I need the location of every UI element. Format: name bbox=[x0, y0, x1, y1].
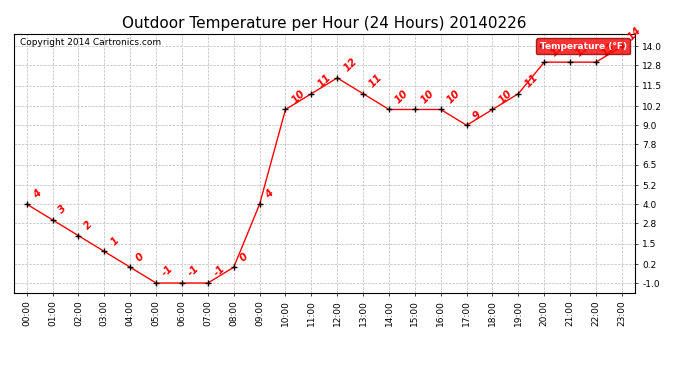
Text: 13: 13 bbox=[549, 40, 566, 58]
Text: 3: 3 bbox=[57, 204, 69, 216]
Legend: Temperature (°F): Temperature (°F) bbox=[536, 38, 630, 54]
Text: 9: 9 bbox=[471, 109, 483, 121]
Text: 0: 0 bbox=[238, 251, 250, 263]
Text: 14: 14 bbox=[626, 25, 643, 42]
Text: 10: 10 bbox=[393, 88, 411, 105]
Text: -1: -1 bbox=[186, 264, 201, 279]
Text: Copyright 2014 Cartronics.com: Copyright 2014 Cartronics.com bbox=[20, 38, 161, 46]
Text: 10: 10 bbox=[419, 88, 436, 105]
Title: Outdoor Temperature per Hour (24 Hours) 20140226: Outdoor Temperature per Hour (24 Hours) … bbox=[122, 16, 526, 31]
Text: 2: 2 bbox=[83, 219, 95, 231]
Text: 1: 1 bbox=[108, 235, 121, 247]
Text: 11: 11 bbox=[367, 72, 384, 90]
Text: 13: 13 bbox=[574, 40, 591, 58]
Text: 4: 4 bbox=[31, 188, 43, 200]
Text: 10: 10 bbox=[290, 88, 307, 105]
Text: 10: 10 bbox=[445, 88, 462, 105]
Text: 0: 0 bbox=[135, 251, 146, 263]
Text: 12: 12 bbox=[342, 56, 359, 74]
Text: 4: 4 bbox=[264, 188, 276, 200]
Text: 13: 13 bbox=[600, 40, 618, 58]
Text: 10: 10 bbox=[497, 88, 514, 105]
Text: -1: -1 bbox=[212, 264, 227, 279]
Text: 11: 11 bbox=[315, 72, 333, 90]
Text: -1: -1 bbox=[160, 264, 175, 279]
Text: 11: 11 bbox=[522, 72, 540, 90]
